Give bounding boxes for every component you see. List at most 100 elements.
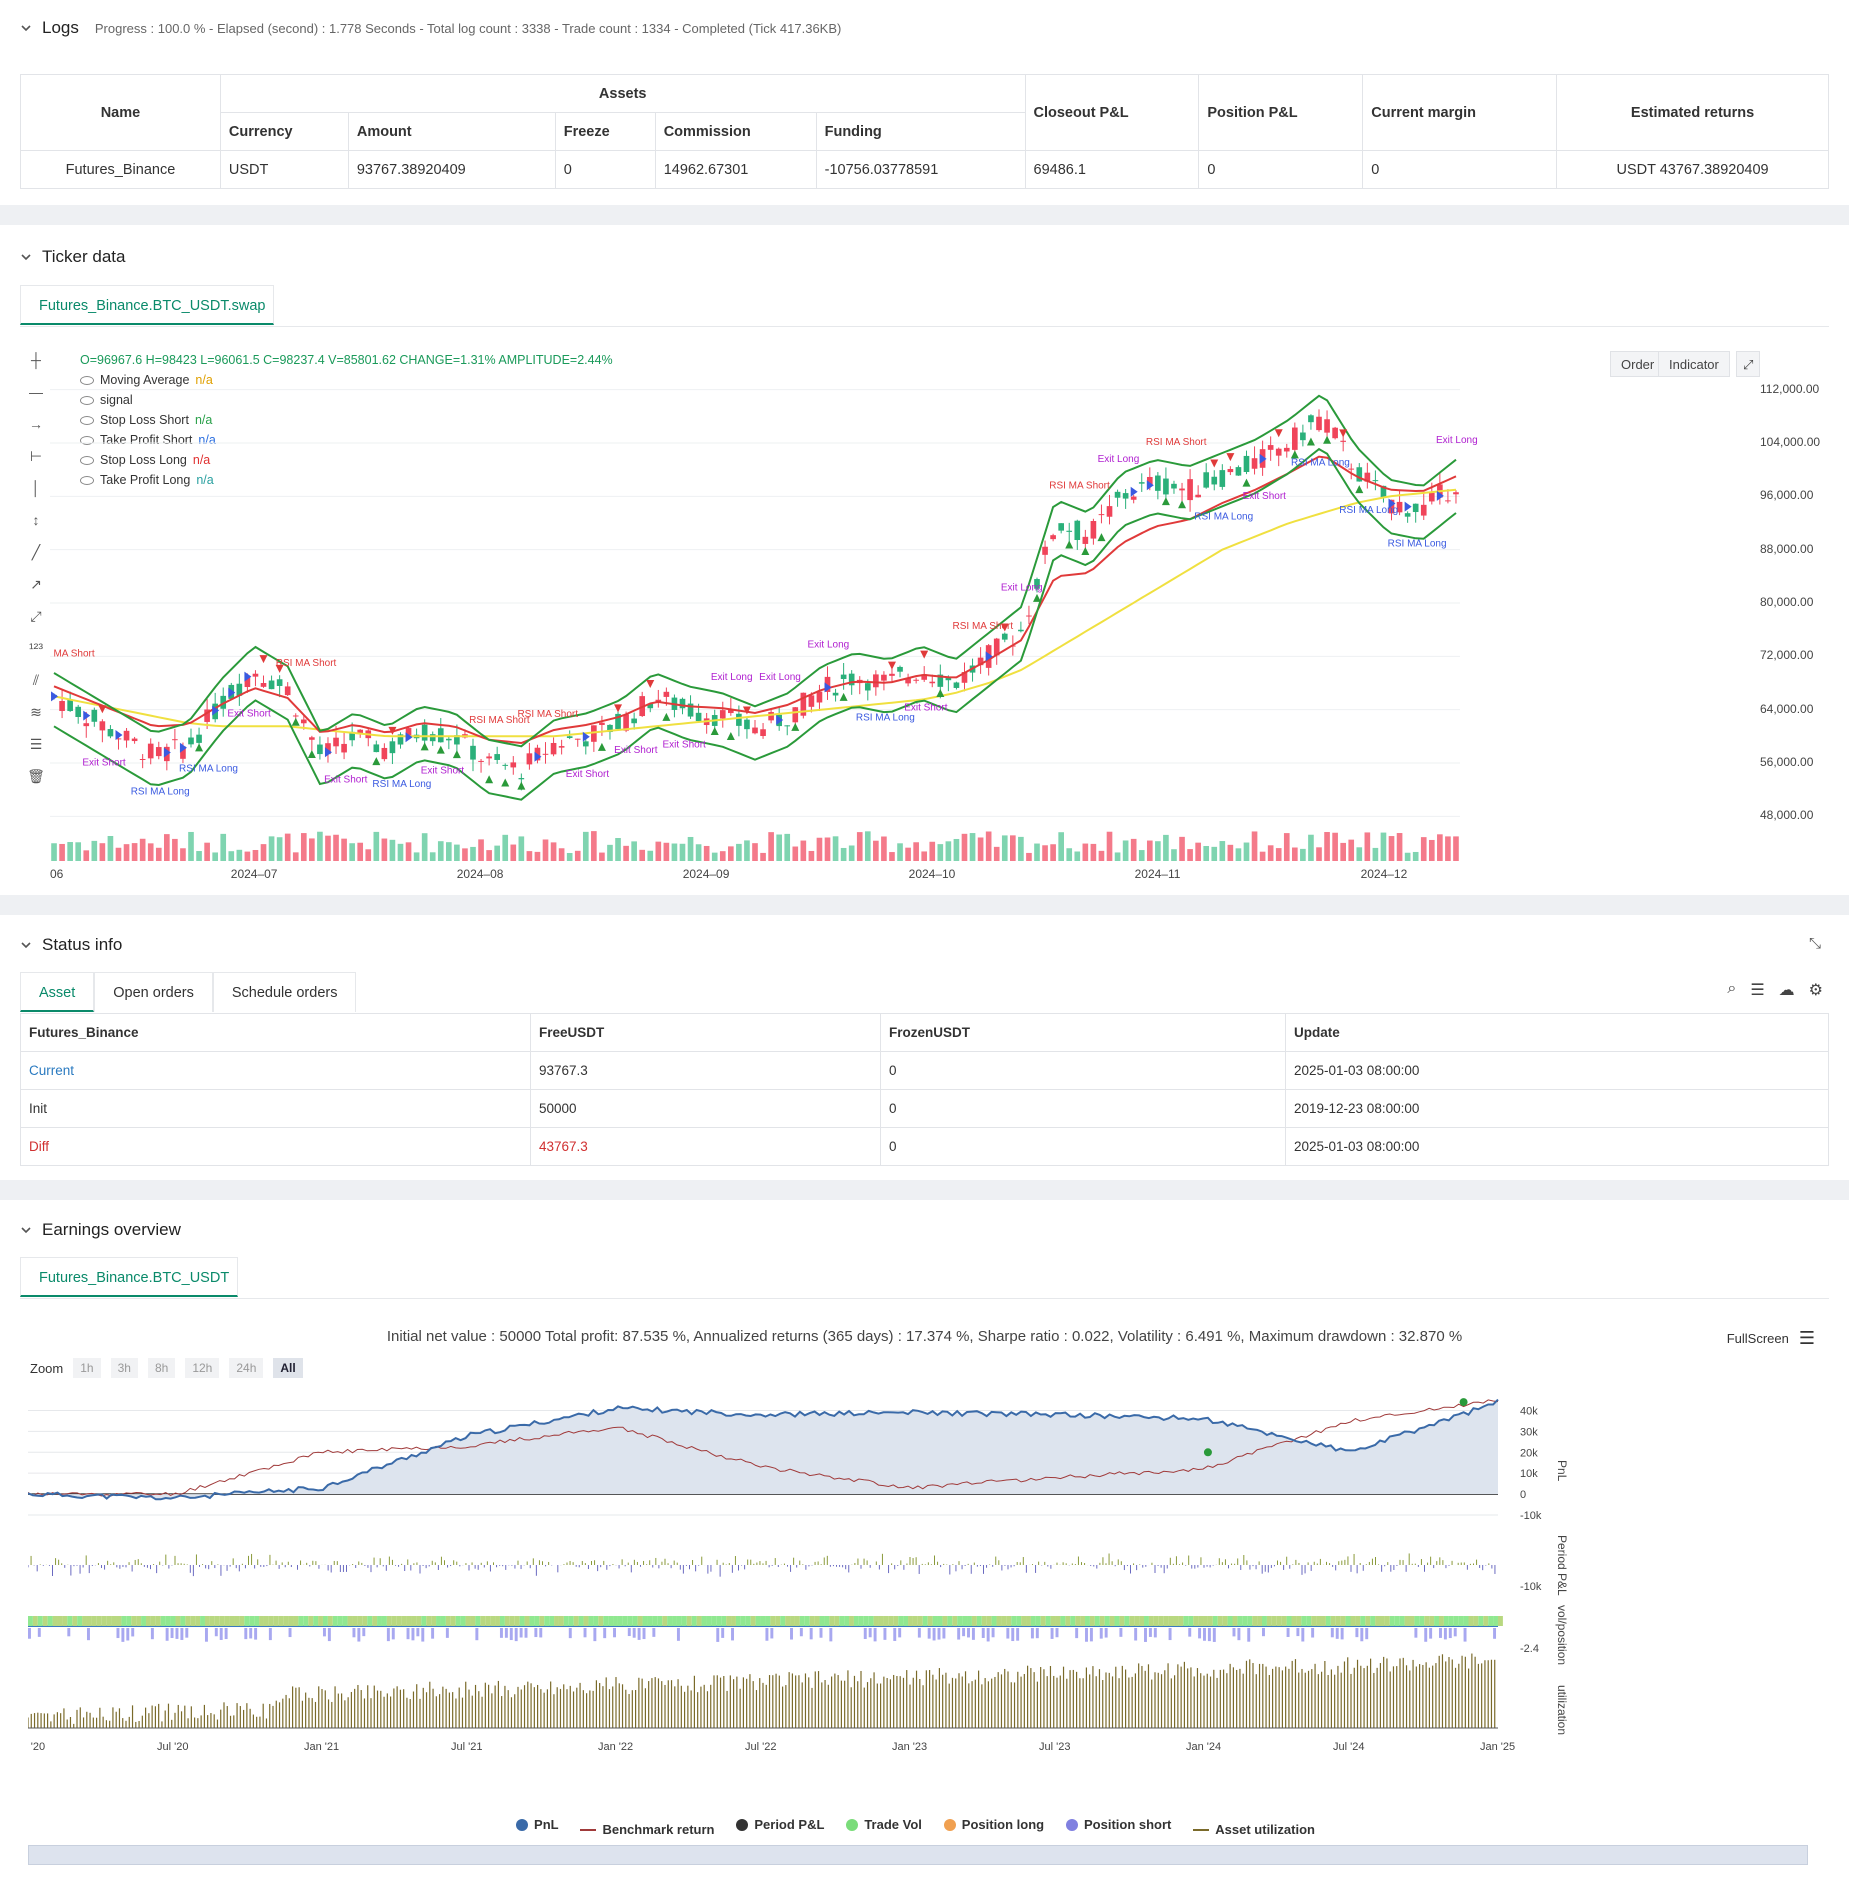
y-tick-label: 80,000.00 — [1760, 595, 1814, 609]
earnings-title: Earnings overview — [42, 1220, 181, 1239]
trade-vol-bar — [691, 1616, 697, 1626]
trade-vol-bar — [1370, 1616, 1376, 1626]
zoom-8h[interactable]: 8h — [147, 1358, 176, 1378]
range-navigator[interactable] — [28, 1845, 1808, 1865]
position-short-bar — [1296, 1628, 1300, 1637]
legend-pnl[interactable]: PnL — [516, 1817, 559, 1832]
segment-icon[interactable]: ⊢ — [29, 448, 43, 464]
tab-asset[interactable]: Asset — [20, 972, 95, 1012]
position-short-bar — [1340, 1628, 1344, 1640]
position-short-bar — [1203, 1628, 1206, 1641]
horizontal-line-icon[interactable]: — — [29, 384, 43, 400]
short-marker — [920, 650, 929, 659]
trade-vol-bar — [534, 1616, 540, 1626]
horizontal-ray-icon[interactable]: → — [29, 416, 43, 432]
position-short-bar — [1188, 1628, 1192, 1637]
earnings-chart[interactable]: 40k 30k 20k 10k 0 -10k PnL -10k Period P&L -2.4 vo… — [28, 1390, 1828, 1810]
zoom-1h[interactable]: 1h — [73, 1358, 101, 1378]
ray-icon[interactable]: ↗ — [30, 576, 42, 592]
candle-body — [558, 746, 565, 748]
tab-btc-usdt[interactable]: Futures_Binance.BTC_USDT — [20, 1257, 238, 1297]
legend-asset-utilization[interactable]: Asset utilization — [1193, 1822, 1315, 1837]
legend-stop-loss-long[interactable]: Stop Loss Long n/a — [80, 453, 210, 467]
expand-icon[interactable]: ⤢ — [1736, 351, 1761, 377]
price-chart[interactable]: ┼ — → ⊢ │ ↕ ╱ ↗ ⤢ ¹²³ ⫽ ≋ ☰ 🗑 O=96967.6 … — [20, 343, 1829, 888]
eye-icon[interactable] — [80, 395, 94, 405]
trade-vol-bar — [308, 1616, 314, 1626]
vertical-segment-icon[interactable]: ↕ — [32, 512, 40, 528]
logs-header[interactable]: Logs Progress : 100.0 % - Elapsed (secon… — [20, 18, 841, 38]
trade-vol-bar — [200, 1616, 205, 1626]
legend-signal[interactable]: signal — [80, 393, 133, 407]
position-short-bar — [1207, 1628, 1211, 1642]
trade-vol-bar — [790, 1616, 795, 1626]
order-button[interactable]: Order — [1610, 351, 1666, 377]
tab-btc-usdt-swap[interactable]: Futures_Binance.BTC_USDT.swap — [20, 285, 274, 325]
trash-icon[interactable]: 🗑 — [27, 768, 45, 784]
zoom-all[interactable]: All — [273, 1358, 303, 1378]
eye-icon[interactable] — [80, 455, 94, 465]
trend-line-icon[interactable]: ╱ — [31, 544, 41, 560]
trade-vol-bar — [554, 1616, 559, 1626]
eye-icon[interactable] — [80, 375, 94, 385]
chevron-down-icon[interactable] — [20, 939, 32, 951]
candle-body — [123, 730, 130, 741]
tab-open-orders[interactable]: Open orders — [94, 972, 213, 1012]
cell-update: 2019-12-23 08:00:00 — [1285, 1089, 1829, 1128]
trade-vol-bar — [794, 1616, 800, 1626]
position-short-bar — [1016, 1628, 1020, 1641]
measure-icon[interactable]: ☰ — [29, 736, 43, 752]
legend-moving-average[interactable]: Moving Average n/a — [80, 373, 213, 387]
status-header[interactable]: Status info — [20, 935, 122, 955]
legend-position-long[interactable]: Position long — [943, 1817, 1044, 1832]
tab-schedule-orders[interactable]: Schedule orders — [212, 972, 357, 1012]
fib-icon[interactable]: ≋ — [30, 704, 42, 720]
chevron-down-icon[interactable] — [20, 22, 32, 34]
candle-body — [800, 692, 807, 716]
table-row: Futures_Binance USDT 93767.38920409 0 14… — [20, 150, 1829, 189]
eye-icon[interactable] — [80, 475, 94, 485]
candle-body — [244, 676, 251, 688]
volume-bar — [236, 849, 243, 861]
legend-position-short[interactable]: Position short — [1066, 1817, 1171, 1832]
trade-vol-bar — [1399, 1616, 1405, 1626]
menu-icon[interactable]: ☰ — [1798, 1328, 1815, 1348]
parallel-channel-icon[interactable]: ⫽ — [32, 672, 40, 688]
zoom-12h[interactable]: 12h — [185, 1358, 220, 1378]
legend-benchmark[interactable]: Benchmark return — [580, 1822, 714, 1837]
search-icon[interactable]: ⌕ — [1727, 980, 1737, 997]
row-current-label[interactable]: Current — [20, 1051, 531, 1090]
eye-icon[interactable] — [80, 435, 94, 445]
earnings-header[interactable]: Earnings overview — [20, 1220, 181, 1240]
extended-line-icon[interactable]: ⤢ — [30, 608, 42, 624]
gear-icon[interactable]: ⚙ — [1808, 982, 1823, 999]
vertical-line-icon[interactable]: │ — [31, 480, 41, 496]
collapse-icon[interactable]: ⤡ — [1808, 935, 1821, 952]
chevron-down-icon[interactable] — [20, 251, 32, 263]
candle-body — [75, 706, 82, 717]
list-icon[interactable]: ☰ — [1750, 982, 1765, 999]
legend-stop-loss-short[interactable]: Stop Loss Short n/a — [80, 413, 212, 427]
eye-icon[interactable] — [80, 415, 94, 425]
fullscreen-button[interactable]: FullScreen ☰ — [1727, 1328, 1815, 1349]
short-marker — [259, 655, 268, 664]
ticker-header[interactable]: Ticker data — [20, 247, 125, 267]
legend-period-pnl[interactable]: Period P&L — [736, 1817, 824, 1832]
trade-vol-bar — [1198, 1616, 1204, 1626]
legend-trade-vol[interactable]: Trade Vol — [846, 1817, 922, 1832]
zoom-3h[interactable]: 3h — [110, 1358, 138, 1378]
chevron-down-icon[interactable] — [20, 1224, 32, 1236]
legend-take-profit-long[interactable]: Take Profit Long n/a — [80, 473, 214, 487]
zoom-24h[interactable]: 24h — [229, 1358, 264, 1378]
indicator-button[interactable]: Indicator — [1658, 351, 1730, 377]
candle-body — [937, 674, 944, 687]
cloud-download-icon[interactable]: ☁ — [1778, 982, 1795, 999]
candle-body — [1098, 514, 1105, 516]
trade-vol-bar — [1094, 1616, 1100, 1626]
price-label-icon[interactable]: ¹²³ — [29, 640, 43, 656]
volume-bar — [1243, 842, 1250, 861]
crosshair-icon[interactable]: ┼ — [31, 352, 41, 368]
position-short-bar — [637, 1628, 641, 1640]
trade-vol-bar — [1129, 1616, 1135, 1626]
